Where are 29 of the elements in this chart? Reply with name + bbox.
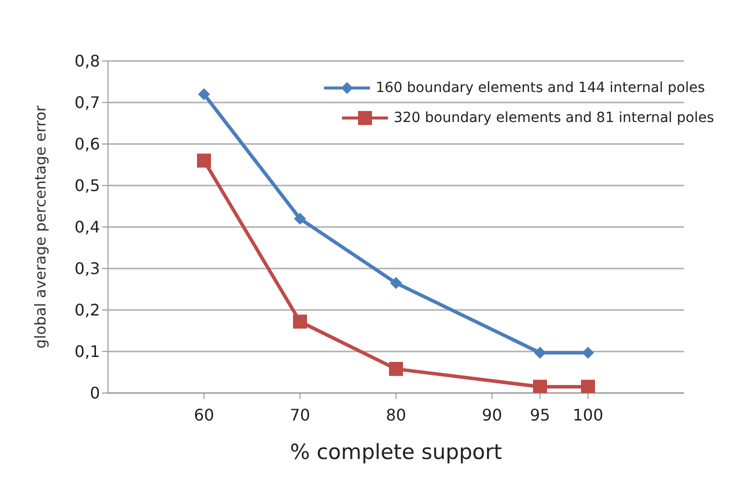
x-tick-label: 60 [194,405,214,424]
y-tick-label: 0,7 [74,93,100,112]
x-tick-label: 100 [572,405,604,424]
point [197,154,211,168]
point [534,346,546,359]
point [582,346,594,359]
point [198,88,210,100]
point [533,380,547,393]
x-tick-label: 95 [530,405,550,424]
point [581,380,595,393]
y-tick-label: 0,3 [74,259,100,278]
y-tick-label: 0,2 [74,300,100,320]
y-tick-label: 0,4 [74,218,100,237]
y-tick-label: 0,6 [74,134,100,154]
point [390,277,402,290]
y-axis-title: global average percentage error [31,104,50,349]
y-tick-label: 0,1 [74,342,100,362]
x-tick-label: 70 [290,405,310,424]
x-tick-label: 90 [482,405,502,424]
legend-label: 160 boundary elements and 144 internal poles [376,80,705,96]
y-tick-label: 0 [90,384,100,403]
point [294,212,306,225]
y-tick-label: 0,8 [74,52,100,71]
point [389,362,403,376]
point [293,314,307,329]
x-tick-label: 80 [386,405,406,424]
x-axis-title: % complete support [290,440,502,464]
legend-label: 320 boundary elements and 81 internal poles [394,110,714,126]
y-tick-label: 0,5 [74,176,100,196]
